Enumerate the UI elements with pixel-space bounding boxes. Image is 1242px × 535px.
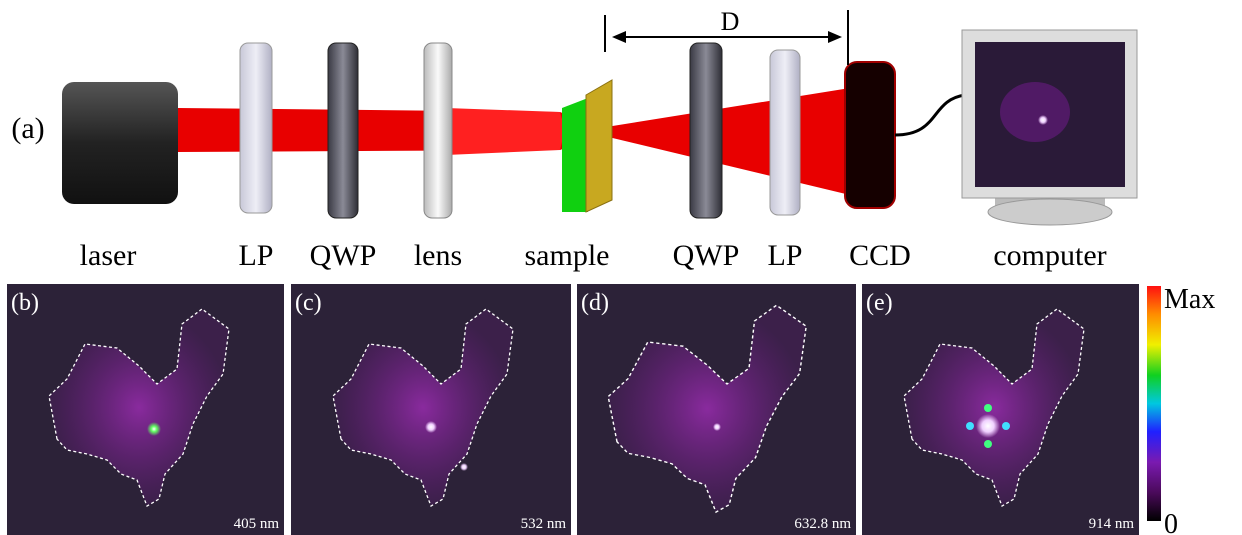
laser xyxy=(62,82,178,204)
screen-spot xyxy=(1038,115,1048,125)
panel-label: (b) xyxy=(11,290,39,316)
panel-label: (c) xyxy=(295,290,322,316)
component-label: lens xyxy=(414,239,462,272)
component-label: QWP xyxy=(310,239,377,272)
component-label: computer xyxy=(993,239,1106,272)
polarizer xyxy=(239,42,273,214)
sample xyxy=(585,79,613,213)
wavelength: 532 nm xyxy=(521,516,567,532)
component-label: sample xyxy=(525,239,610,272)
component-label: LP xyxy=(238,239,273,272)
component-label: LP xyxy=(767,239,802,272)
wavelength: 914 nm xyxy=(1089,516,1135,532)
monitor-base xyxy=(987,198,1113,226)
panel-label: (d) xyxy=(581,290,609,316)
waveplate xyxy=(327,42,359,219)
component-label: CCD xyxy=(849,239,911,272)
colorbar-min: 0 xyxy=(1164,509,1178,535)
arrowhead xyxy=(828,31,842,43)
cable xyxy=(894,93,966,137)
panel-label: (a) xyxy=(11,112,44,145)
panel: (e) 914 nm xyxy=(862,284,1139,535)
panel: (b) 405 nm xyxy=(7,284,284,535)
component-label: laser xyxy=(80,239,137,272)
wavelength: 632.8 nm xyxy=(794,516,851,532)
colorbar xyxy=(1147,286,1161,521)
distance-label: D xyxy=(721,7,740,36)
panel: (c) 532 nm xyxy=(291,284,571,535)
lens xyxy=(423,42,453,219)
screen-image xyxy=(1000,82,1070,142)
panel: (d) 632.8 nm xyxy=(577,284,856,535)
component-label: QWP xyxy=(673,239,740,272)
sample-substrate xyxy=(562,98,588,212)
component-labels: laser LP QWP lens sample QWP LP CCD comp… xyxy=(80,239,1107,272)
wavelength: 405 nm xyxy=(234,516,280,532)
panel-label: (e) xyxy=(866,290,893,316)
ccd xyxy=(844,61,896,209)
colorbar-max: Max xyxy=(1164,284,1215,315)
polarizer xyxy=(769,49,801,216)
arrowhead xyxy=(612,31,626,43)
beam xyxy=(446,108,565,155)
waveplate xyxy=(689,42,723,219)
